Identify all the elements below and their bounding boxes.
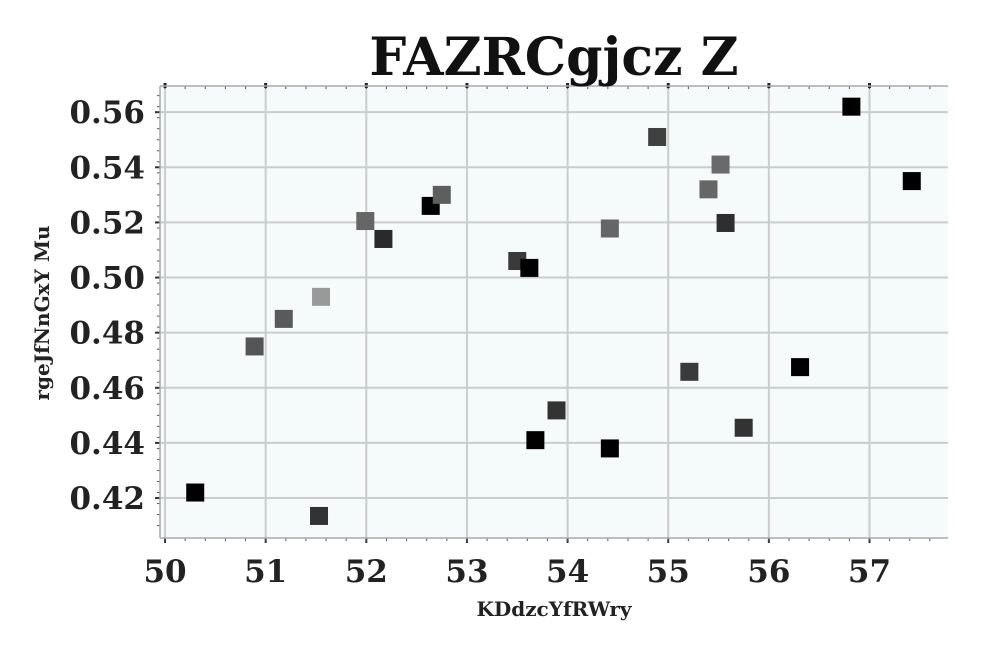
scatter-point xyxy=(902,172,921,191)
scatter-point xyxy=(186,483,205,502)
scatter-point xyxy=(680,362,699,381)
chart-title: FAZRCgjcz Z xyxy=(369,27,738,88)
x-axis-label: KDdzcYfRWry xyxy=(476,597,632,621)
y-tick-label: 0.48 xyxy=(69,316,145,352)
scatter-point xyxy=(310,506,329,525)
y-tick-label: 0.54 xyxy=(69,150,145,186)
scatter-point xyxy=(374,229,393,248)
x-tick-label: 51 xyxy=(244,554,287,590)
scatter-point xyxy=(600,219,619,238)
scatter-point xyxy=(842,97,861,116)
x-tick-label: 52 xyxy=(345,554,388,590)
scatter-point xyxy=(600,439,619,458)
x-tick-label: 54 xyxy=(546,554,589,590)
x-tick-label: 55 xyxy=(647,554,690,590)
scatter-point xyxy=(711,155,730,174)
y-tick-label: 0.56 xyxy=(69,95,145,131)
y-axis-label: rgeJfNnGxY Mu xyxy=(30,225,54,400)
scatter-point xyxy=(699,180,718,199)
scatter-point xyxy=(432,185,451,204)
scatter-point xyxy=(526,431,545,450)
scatter-point xyxy=(245,337,264,356)
scatter-point xyxy=(520,258,539,277)
x-tick-label: 53 xyxy=(445,554,488,590)
x-tick-labels: 50 51 52 53 54 55 56 57 xyxy=(143,554,891,590)
scatter-point xyxy=(356,212,375,231)
y-tick-label: 0.44 xyxy=(69,426,145,462)
scatter-point xyxy=(791,358,810,377)
x-tick-label: 57 xyxy=(848,554,891,590)
y-tick-label: 0.50 xyxy=(69,261,145,297)
scatter-point xyxy=(274,309,293,328)
scatter-point xyxy=(716,213,735,232)
data-points xyxy=(186,97,921,525)
scatter-point xyxy=(648,127,667,146)
y-tick-labels: 0.42 0.44 0.46 0.48 0.50 0.52 0.54 0.56 xyxy=(69,95,145,517)
ticks xyxy=(155,83,948,543)
grid xyxy=(160,86,948,538)
scatter-point xyxy=(312,287,331,306)
y-tick-label: 0.52 xyxy=(69,205,145,241)
x-tick-label: 50 xyxy=(143,554,186,590)
x-tick-label: 56 xyxy=(747,554,790,590)
y-tick-label: 0.42 xyxy=(69,481,145,517)
scatter-point xyxy=(734,418,753,437)
scatter-point xyxy=(547,401,566,420)
y-tick-label: 0.46 xyxy=(69,371,145,407)
